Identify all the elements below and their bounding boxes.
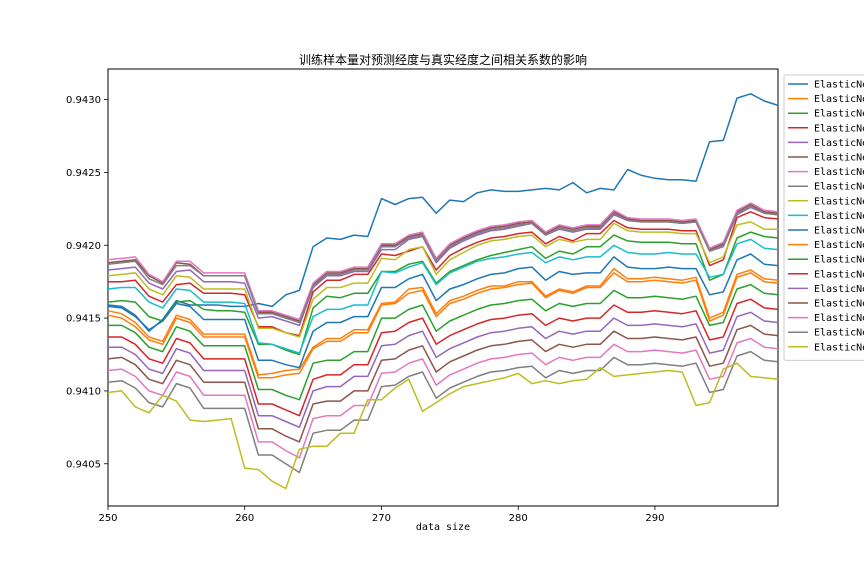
legend-label: ElasticNet [814, 269, 864, 280]
legend-label: ElasticNet [814, 240, 864, 251]
series-layer [107, 93, 779, 490]
legend-label: ElasticNet [814, 153, 864, 164]
legend-label: ElasticNet [814, 138, 864, 149]
legend-label: ElasticNet [814, 255, 864, 266]
legend-label: ElasticNet [814, 182, 864, 193]
plot-area: 250 260 270 280 290 0.9405 0.9410 0.9415 0.9420… [66, 68, 779, 524]
y-tick-label: 0.9430 [66, 95, 101, 106]
y-tick-label: 0.9410 [66, 386, 101, 397]
series-line-3 [107, 231, 779, 356]
legend-label: ElasticNet [814, 342, 864, 353]
legend: ElasticNet ElasticNet ElasticNet ElasticNet… [783, 74, 864, 361]
series-line-7 [107, 202, 779, 321]
y-tick-label: 0.9415 [66, 314, 101, 325]
series-line-1 [107, 93, 779, 332]
series-line-9 [107, 221, 778, 338]
legend-label: ElasticNet [814, 80, 864, 91]
legend-label: ElasticNet [814, 299, 864, 310]
x-tick-label: 270 [372, 513, 391, 524]
x-tick-label: 290 [645, 513, 664, 524]
y-tick-label: 0.9405 [66, 459, 101, 470]
legend-label: ElasticNet [814, 94, 864, 105]
series-line-18 [107, 350, 779, 474]
series-line-11 [107, 253, 779, 369]
series-line-15 [108, 311, 779, 429]
x-tick-label: 280 [509, 513, 528, 524]
series-line-4 [108, 211, 779, 337]
legend-label: ElasticNet [814, 328, 864, 339]
y-tick-label: 0.9420 [66, 241, 101, 252]
series-line-10 [107, 238, 779, 354]
y-tick-label: 0.9425 [66, 168, 101, 179]
series-line-2 [107, 267, 779, 376]
legend-label: ElasticNet [814, 196, 864, 207]
series-line-16 [107, 324, 779, 443]
legend-label: ElasticNet [814, 284, 864, 295]
legend-label: ElasticNet [814, 109, 864, 120]
legend-label: ElasticNet [814, 167, 864, 178]
series-line-13 [108, 283, 779, 401]
series-line-19 [107, 362, 779, 490]
x-axis: 250 260 270 280 290 [98, 506, 664, 524]
plot-frame [107, 68, 779, 507]
x-tick-label: 260 [235, 513, 254, 524]
series-line-17 [107, 337, 779, 459]
legend-label: ElasticNet [814, 313, 864, 324]
legend-label: ElasticNet [814, 226, 864, 237]
series-line-8 [107, 205, 779, 324]
x-axis-label: data size [416, 522, 470, 533]
chart-title: 训练样本量对预测经度与真实经度之间相关系数的影响 [299, 52, 587, 67]
series-line-14 [108, 298, 779, 417]
legend-label: ElasticNet [814, 123, 864, 134]
y-axis: 0.9405 0.9410 0.9415 0.9420 0.9425 0.9430 [66, 95, 108, 470]
x-tick-label: 250 [98, 513, 117, 524]
legend-label: ElasticNet [814, 211, 864, 222]
series-line-12 [107, 272, 779, 379]
